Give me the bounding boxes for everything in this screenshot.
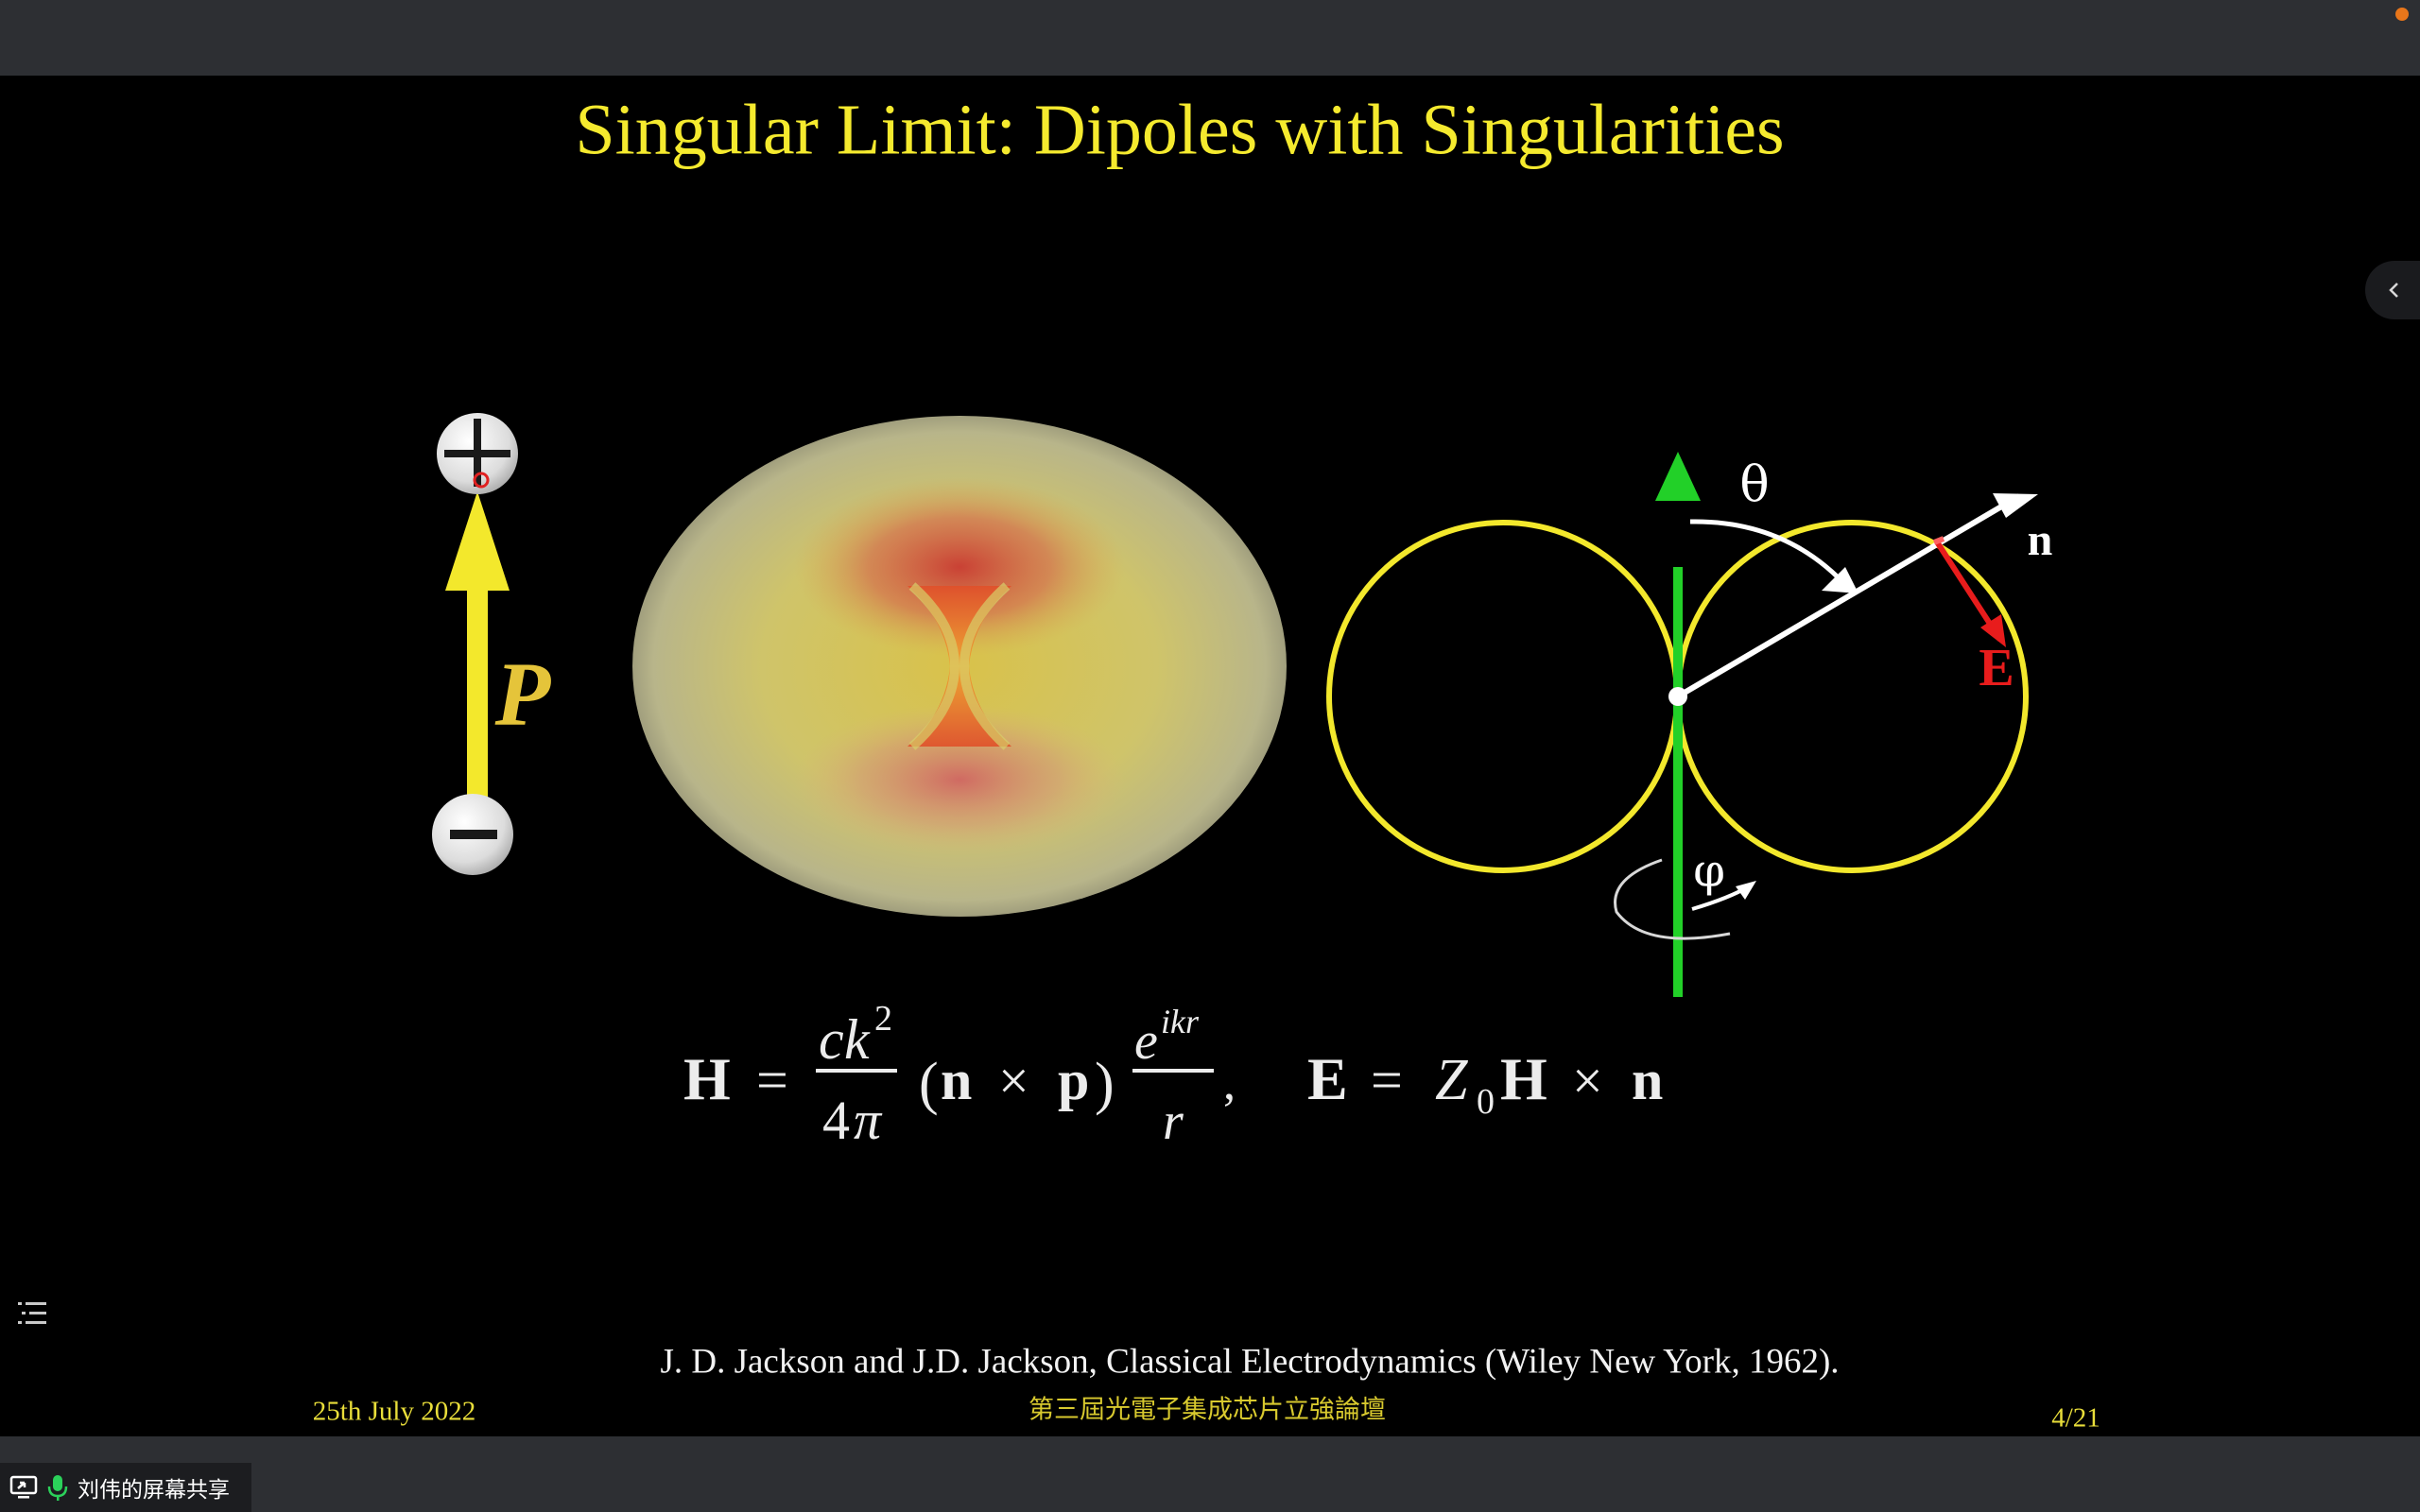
list-icon: [18, 1302, 46, 1324]
eq-exp-e: e: [1134, 1012, 1158, 1071]
slide-list-button[interactable]: [13, 1295, 51, 1332]
microphone-icon[interactable]: [47, 1473, 68, 1502]
eq-num-k: k: [844, 1008, 871, 1071]
slide-canvas: Singular Limit: Dipoles with Singulariti…: [313, 90, 2100, 1434]
meeting-bottom-bar: 刘伟的屏幕共享: [0, 1436, 2420, 1512]
eq-num-exp: 2: [874, 999, 892, 1039]
theta-label: θ: [1739, 457, 1769, 514]
phi-label: φ: [1693, 845, 1725, 898]
recording-indicator: [2395, 8, 2409, 21]
slide-page-number: 4/21: [2051, 1403, 2100, 1434]
chevron-left-icon: [2389, 283, 2398, 298]
eq-cross-p: p: [1058, 1049, 1089, 1111]
eq-z: Z: [1435, 1048, 1468, 1112]
eq-den-pi: π: [854, 1090, 883, 1151]
screen-share-status[interactable]: 刘伟的屏幕共享: [0, 1463, 251, 1512]
eq-n2: n: [1632, 1049, 1663, 1111]
e-field-label: E: [1979, 639, 2014, 697]
collapse-panel-button[interactable]: [2365, 261, 2420, 319]
eq-comma: ,: [1223, 1057, 1236, 1110]
eq-cross-n: n: [941, 1049, 972, 1111]
slide-title: Singular Limit: Dipoles with Singulariti…: [575, 90, 1784, 169]
dipole-field-diagram: θ n E φ: [1326, 452, 2053, 997]
eq-den-4: 4: [822, 1090, 850, 1151]
plus-icon: [437, 413, 518, 494]
eq-den-r: r: [1163, 1092, 1184, 1151]
minus-icon: [432, 794, 513, 875]
slide-date: 25th July 2022: [313, 1397, 475, 1427]
dipole-arrow: P: [445, 491, 552, 860]
eq-close-paren: ): [1095, 1052, 1115, 1116]
eq-open-paren: (: [919, 1052, 939, 1116]
eq-exp-ikr: ikr: [1161, 1003, 1200, 1040]
field-equation: H = c k 2 4 π ( n × p ) e ikr r , E = Z …: [683, 999, 1663, 1151]
eq-times-2: ×: [1572, 1050, 1603, 1111]
eq-equals-2: =: [1371, 1049, 1403, 1111]
eq-cross-times: ×: [998, 1050, 1029, 1111]
meeting-top-bar: [0, 0, 2420, 76]
slide-reference: J. D. Jackson and J.D. Jackson, Classica…: [660, 1342, 1839, 1381]
conference-name: 第三屆光電子集成芯片立強論壇: [1028, 1396, 1386, 1425]
eq-h: H: [683, 1045, 731, 1112]
dipole-p-label: P: [494, 644, 552, 745]
eq-z-sub: 0: [1477, 1082, 1495, 1122]
screen-share-icon: [9, 1475, 38, 1499]
eq-num-c: c: [819, 1008, 844, 1071]
n-vector-label: n: [2028, 515, 2053, 565]
screen-share-label: 刘伟的屏幕共享: [78, 1478, 230, 1503]
eq-h2: H: [1500, 1045, 1547, 1112]
eq-equals-1: =: [756, 1049, 788, 1111]
radiation-torus: [632, 416, 1287, 917]
eq-e: E: [1307, 1045, 1348, 1112]
shared-slide: Singular Limit: Dipoles with Singulariti…: [0, 76, 2420, 1436]
